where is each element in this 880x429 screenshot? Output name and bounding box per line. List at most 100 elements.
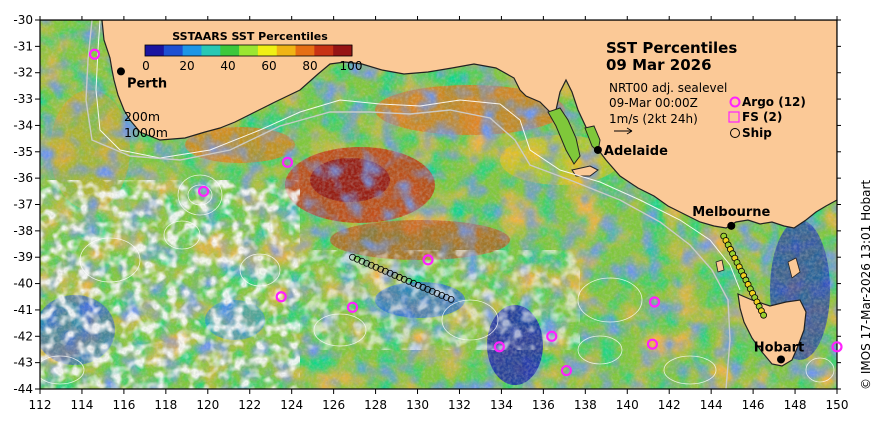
fs-legend-label: FS (2) <box>742 110 782 124</box>
ship-track-point <box>438 291 446 299</box>
ship-track-point <box>428 287 436 295</box>
argo-float-marker <box>422 254 434 266</box>
sealevel-time: 09-Mar 00:00Z <box>609 96 698 110</box>
y-tick-label: -36 <box>13 171 33 185</box>
colorbar-swatches <box>144 44 353 57</box>
argo-float-marker <box>281 156 294 168</box>
ship-track-point <box>424 285 432 293</box>
argo-float-marker <box>560 364 573 377</box>
fs-legend-icon <box>728 111 740 123</box>
city-dot <box>727 221 736 230</box>
argo-float-marker <box>831 341 843 353</box>
gulf-st-vincent <box>584 125 601 154</box>
king-island <box>715 259 725 273</box>
argo-legend-label: Argo (12) <box>742 95 806 109</box>
x-tick-label: 114 <box>70 398 93 412</box>
y-tick-label: -39 <box>13 250 33 264</box>
city-markers: Perth Adelaide Melbourne Hobart <box>116 67 805 364</box>
colorbar-tick-label: 80 <box>302 59 317 73</box>
ship-track-point <box>419 283 427 291</box>
colorbar-swatch <box>333 45 353 56</box>
x-tick-label: 130 <box>406 398 429 412</box>
argo-floats <box>88 48 843 377</box>
y-tick-label: -40 <box>13 277 33 291</box>
x-tick-label: 128 <box>364 398 387 412</box>
y-axis: -30 -31 -32 -33 -34 -35 -36 -37 -38 -39 -40 -41 -42 -… <box>13 13 841 396</box>
y-tick-label: -38 <box>13 224 33 238</box>
colorbar-tick-label: 60 <box>261 59 276 73</box>
city-dot <box>593 145 602 154</box>
argo-float-marker <box>546 330 558 342</box>
ship-legend-label: Ship <box>742 126 772 140</box>
x-tick-label: 148 <box>784 398 807 412</box>
ship-track-point <box>386 269 394 277</box>
ship-track-point <box>400 275 408 283</box>
map-date: 09 Mar 2026 <box>606 56 712 74</box>
ship-track-point <box>433 289 441 297</box>
colorbar-swatch <box>276 45 297 56</box>
colorbar-swatch <box>182 45 202 56</box>
x-tick-label: 112 <box>29 398 52 412</box>
colorbar-tick-label: 40 <box>220 59 235 73</box>
argo-float-marker <box>346 301 359 313</box>
colorbar-swatch <box>295 45 315 56</box>
colorbar-tick-label: 20 <box>179 59 194 73</box>
argo-float-marker <box>88 48 101 60</box>
y-tick-label: -37 <box>13 198 33 212</box>
colorbar-swatch <box>220 45 240 56</box>
city-label: Adelaide <box>604 144 668 159</box>
x-tick-label: 116 <box>112 398 135 412</box>
colorbar-ticks: 0 20 40 60 80 100 <box>142 59 362 73</box>
ship-track-point <box>363 259 370 267</box>
colorbar-outline <box>144 44 353 57</box>
ship-track-point <box>760 311 767 319</box>
ship-track-point <box>377 265 385 273</box>
ship-legend-icon <box>730 128 740 138</box>
colorbar-swatch <box>201 45 221 56</box>
x-tick-label: 120 <box>196 398 219 412</box>
current-scale-label: 1m/s (2kt 24h) <box>609 112 698 126</box>
contour-label-1000m: 1000m <box>124 125 168 140</box>
ship-track-point <box>353 255 361 263</box>
contour-label-200m: 200m <box>124 109 160 124</box>
ship-track-point <box>396 273 403 281</box>
contour-200m <box>95 20 741 291</box>
city-dot <box>777 355 786 364</box>
x-tick-label: 132 <box>448 398 471 412</box>
eddy-contours <box>40 174 835 385</box>
contour-1000m <box>85 20 731 389</box>
argo-float-marker <box>648 296 661 308</box>
colorbar-title: SSTAARS SST Percentiles <box>172 30 328 43</box>
x-tick-label: 126 <box>322 398 345 412</box>
current-scale-arrow <box>614 127 633 135</box>
platform-legend: Argo (12) FS (2) Ship <box>728 95 806 140</box>
y-tick-label: -30 <box>13 13 33 27</box>
y-tick-label: -34 <box>13 118 33 132</box>
y-tick-label: -44 <box>13 382 33 396</box>
ship-track-point <box>381 267 389 275</box>
y-tick-label: -32 <box>13 66 33 80</box>
colorbar-tick-label: 0 <box>142 59 150 73</box>
y-tick-label: -35 <box>13 145 33 159</box>
flinders-island <box>787 257 801 279</box>
y-tick-label: -33 <box>13 92 33 106</box>
y-tick-label: -41 <box>13 303 33 317</box>
map-title: SST Percentiles <box>606 39 737 57</box>
ship-track-point <box>358 257 366 265</box>
ship-track-point <box>349 253 356 261</box>
x-tick-label: 142 <box>658 398 681 412</box>
spencer-gulf <box>547 107 581 165</box>
argo-float-marker <box>493 341 505 353</box>
x-tick-label: 136 <box>532 398 555 412</box>
sealevel-source: NRT00 adj. sealevel <box>609 81 727 95</box>
x-tick-label: 146 <box>742 398 765 412</box>
ship-track-point <box>410 279 417 287</box>
city-label: Hobart <box>754 340 805 355</box>
argo-legend-icon <box>729 96 741 108</box>
imos-credit: © IMOS 17-Mar-2026 13:01 Hobart <box>859 180 873 390</box>
colorbar-swatch <box>163 45 184 56</box>
x-axis: 112 114 116 118 120 122 124 126 128 130 132 134 136 1… <box>29 16 848 412</box>
fs-ship-tracks <box>349 232 767 319</box>
colorbar: SSTAARS SST Percentiles 0 20 40 60 80 100 <box>142 30 362 73</box>
